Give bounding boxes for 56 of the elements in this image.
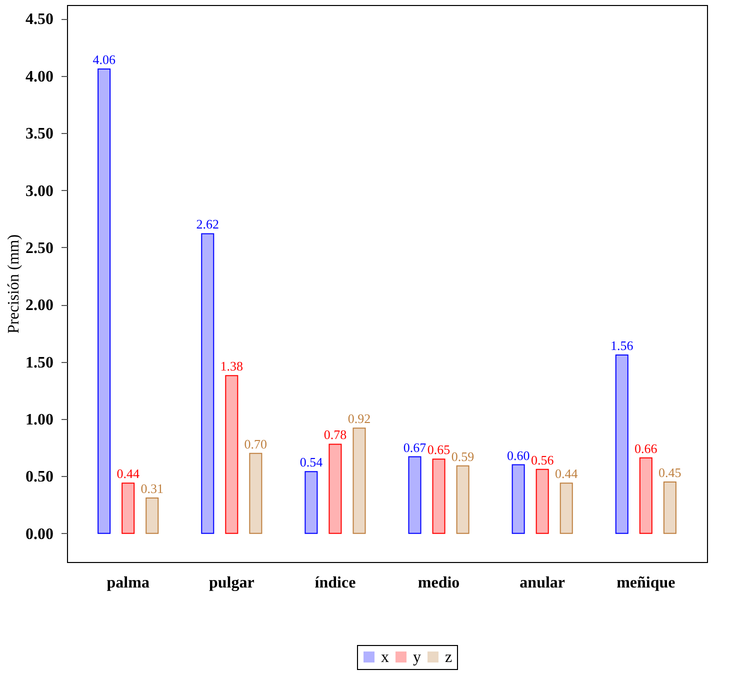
data-label: 0.59 bbox=[451, 448, 474, 464]
bar bbox=[456, 465, 470, 534]
y-tick-label: 3.00 bbox=[26, 182, 54, 200]
bar bbox=[536, 468, 549, 534]
data-label: 4.06 bbox=[92, 52, 116, 68]
bar bbox=[512, 464, 525, 534]
bar bbox=[249, 452, 262, 534]
bar bbox=[146, 497, 159, 534]
data-label: 2.62 bbox=[196, 216, 220, 232]
data-label: 0.67 bbox=[403, 440, 427, 455]
y-tick-label: 0.50 bbox=[26, 468, 54, 486]
legend-label: z bbox=[445, 649, 452, 666]
data-label: 0.44 bbox=[116, 466, 140, 482]
data-label: 0.54 bbox=[300, 454, 324, 470]
y-axis-title: Precisión (mm) bbox=[6, 234, 22, 334]
y-tick-label: 4.00 bbox=[26, 68, 54, 86]
data-label: 0.60 bbox=[506, 448, 530, 463]
data-label: 0.31 bbox=[140, 480, 164, 496]
x-tick-label: índice bbox=[314, 574, 356, 592]
data-label: 0.70 bbox=[244, 436, 268, 452]
data-label: 1.56 bbox=[610, 338, 634, 353]
data-label: 1.38 bbox=[220, 358, 244, 374]
bar bbox=[408, 456, 422, 534]
y-tick-label: 1.50 bbox=[26, 354, 54, 372]
data-label: 0.66 bbox=[634, 440, 658, 456]
bar bbox=[560, 482, 573, 534]
y-tick-label: 0.00 bbox=[26, 526, 54, 543]
x-tick-label: anular bbox=[520, 574, 566, 592]
bar bbox=[663, 481, 676, 534]
bar bbox=[225, 375, 238, 534]
data-label: 0.45 bbox=[658, 464, 682, 480]
data-label: 0.65 bbox=[427, 442, 450, 458]
y-tick-label: 2.00 bbox=[26, 297, 54, 314]
y-tick-label: 2.50 bbox=[26, 240, 54, 257]
x-tick-label: pulgar bbox=[208, 574, 254, 592]
bar bbox=[201, 233, 214, 534]
bar bbox=[639, 457, 652, 534]
y-tick-label: 3.50 bbox=[26, 126, 54, 143]
data-label: 0.78 bbox=[324, 427, 347, 442]
bar bbox=[98, 68, 111, 534]
bar bbox=[122, 482, 135, 534]
bar bbox=[304, 471, 318, 534]
data-label: 0.56 bbox=[530, 452, 554, 468]
x-tick-label: meñique bbox=[616, 574, 676, 592]
x-tick-label: palma bbox=[106, 574, 150, 592]
legend-label: y bbox=[413, 649, 421, 666]
bar bbox=[352, 428, 366, 534]
data-label: 0.44 bbox=[554, 466, 578, 482]
y-tick-label: 1.00 bbox=[26, 412, 54, 429]
bar bbox=[328, 444, 342, 534]
y-tick-label: 4.50 bbox=[26, 11, 54, 28]
bar bbox=[432, 458, 446, 534]
x-tick-label: medio bbox=[418, 574, 460, 592]
legend-label: x bbox=[381, 649, 389, 666]
data-label: 0.92 bbox=[348, 411, 371, 426]
bar bbox=[615, 354, 628, 534]
